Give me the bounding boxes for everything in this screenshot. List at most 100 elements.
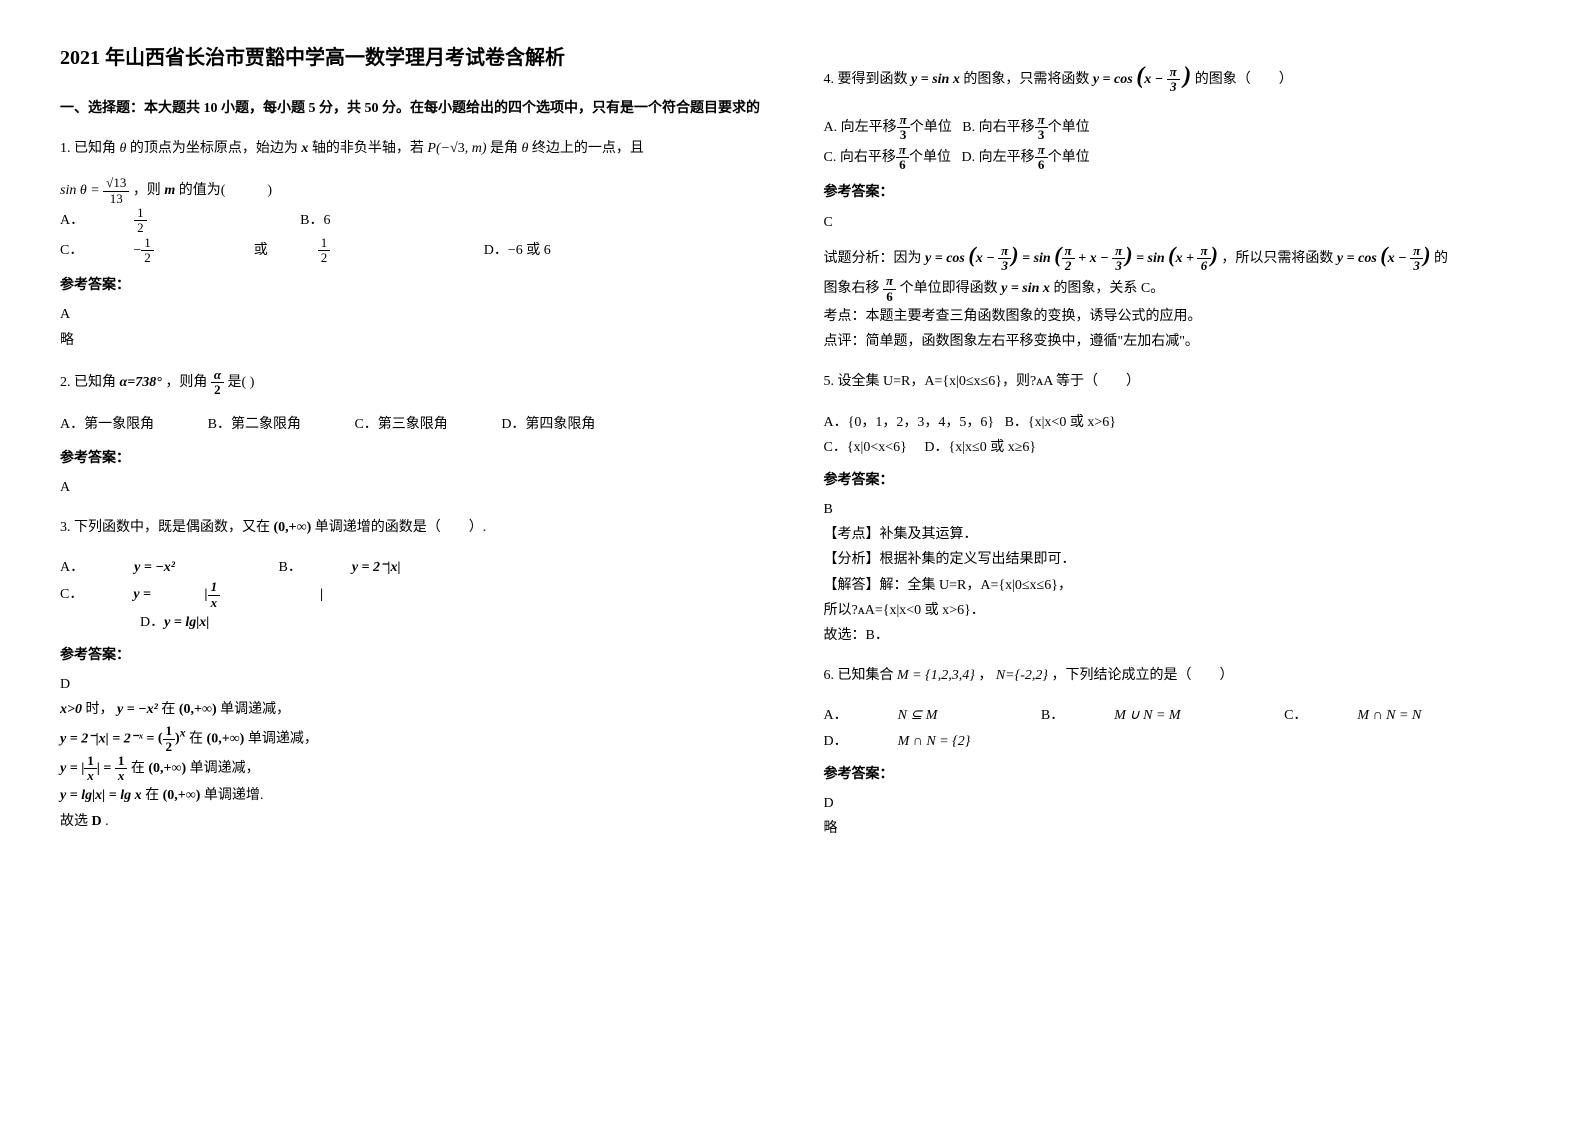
question-2: 2. 已知角 α=738° ，则角 α2 是( ): [60, 368, 764, 398]
q4-stem-a: 4. 要得到函数: [824, 72, 908, 87]
q1-c-d2: 2: [318, 251, 331, 265]
q6-set-n: N={-2,2}: [996, 668, 1048, 683]
q4-explain-2: 图象右移 π6 个单位即得函数 y = sin x 的图象，关系 C。: [824, 274, 1528, 304]
q6-mid: ，: [978, 668, 992, 683]
q4-ex1n: π: [998, 244, 1011, 259]
q4-kaodian: 考点：本题主要考查三角函数图象的变换，诱导公式的应用。: [824, 304, 1528, 329]
q5-jieda-1: 【解答】解：全集 U=R，A={x|0≤x≤6}，: [824, 573, 1528, 598]
q1-opt-d: D．−6 或 6: [484, 238, 551, 263]
q3-e1b: 时，: [85, 702, 113, 717]
q4-ex-ed: 6: [883, 290, 896, 304]
q6-tail: ，下列结论成立的是（ ）: [1051, 668, 1233, 683]
q2-frac-n: α: [211, 368, 224, 383]
q1-stem-a: 1. 已知角: [60, 141, 116, 156]
q3-e3c: (0,+∞): [148, 761, 186, 776]
q3-c-n: 1: [208, 580, 221, 595]
q2-tail: 是( ): [228, 375, 255, 390]
q4-ex-c-eq: y = cos (x − π3): [1337, 251, 1434, 266]
q1-m: m: [164, 183, 175, 198]
q1-stem-b: 的顶点为坐标原点，始边为: [130, 141, 298, 156]
q1-stem-e: 终边上的一点，且: [532, 141, 644, 156]
q6-c-pre: C．: [1284, 703, 1307, 728]
q3-expl-3: y = |1x| = 1x 在 (0,+∞) 单调递减，: [60, 754, 764, 784]
question-6: 6. 已知集合 M = {1,2,3,4} ， N={-2,2} ，下列结论成立…: [824, 663, 1528, 688]
q4-dianping: 点评：简单题，函数图象左右平移变换中，遵循"左加右减"。: [824, 329, 1528, 354]
q1-sin-frac: √13 13: [103, 176, 129, 206]
q4-opt-d: D. 向左平移π6个单位: [961, 150, 1089, 165]
q5-kaodian: 【考点】补集及其运算．: [824, 522, 1528, 547]
q4-options-row1: A. 向左平移π3个单位 B. 向右平移π3个单位: [824, 113, 1528, 143]
q2-opt-d: D．第四象限角: [501, 412, 595, 437]
q2-frac-d: 2: [211, 383, 224, 397]
q6-opt-c: C． M ∩ N = N: [1284, 703, 1471, 728]
q6-d-eq: M ∩ N = {2}: [898, 729, 971, 754]
q4-a-pre: A. 向左平移: [824, 120, 897, 135]
q3-a-eq: y = −x²: [134, 555, 175, 580]
q4-f2-d: 3: [1167, 80, 1180, 94]
q4-ex3inner: x +: [1176, 251, 1194, 266]
q1-answer-label: 参考答案：: [60, 273, 764, 298]
q3-b-pre: B．: [279, 555, 302, 580]
q3-interval: (0,+∞): [274, 520, 312, 535]
q4-ex3n: π: [1197, 244, 1210, 259]
q3-tail: 单调递增的函数是（ ）.: [315, 520, 487, 535]
q4-b-suf: 个单位: [1048, 120, 1090, 135]
q4-ex-d: 的: [1434, 251, 1448, 266]
q4-exeq1: = sin: [1022, 251, 1051, 266]
q4-ex-cn: π: [1410, 244, 1423, 259]
q3-c-eq: y = |1x|: [133, 580, 323, 610]
q3-e1d: 在: [161, 702, 175, 717]
q1-sqrt-n: 13: [113, 175, 126, 190]
q3-e1c: y = −x²: [117, 702, 158, 717]
q1-options: A．12 B．6 C．−12或12 D．−6 或 6: [60, 206, 764, 265]
q4-ex-eq: y = cos (x − π3) = sin (π2 + x − π3) = s…: [925, 251, 1221, 266]
q1-a-pre: A．: [60, 208, 84, 233]
q4-f2-inner: x −: [1144, 72, 1163, 87]
q1-theta-1: θ: [120, 141, 127, 156]
q4-answer: C: [824, 210, 1528, 235]
q3-expl-4: y = lg|x| = lg x 在 (0,+∞) 单调递增.: [60, 783, 764, 808]
q6-set-m: M = {1,2,3,4}: [897, 668, 975, 683]
q4-ex-f: 个单位即得函数: [900, 281, 998, 296]
q3-expl-5: 故选 D .: [60, 809, 764, 834]
q4-a-n: π: [897, 113, 910, 128]
q4-a-suf: 个单位: [910, 120, 952, 135]
q4-ex-e: 图象右移: [824, 281, 880, 296]
q5-opt-b: B．{x|x<0 或 x>6}: [1005, 415, 1116, 430]
q1-tail: ，则: [133, 183, 161, 198]
q1-c-n2: 1: [318, 236, 331, 251]
section-1-title: 一、选择题：本大题共 10 小题，每小题 5 分，共 50 分。在每小题给出的四…: [60, 96, 764, 121]
q1-opt-c: C．−12或12: [60, 236, 430, 266]
q4-ex-c: y = cos: [1337, 251, 1377, 266]
q4-ex2n: π: [1112, 244, 1125, 259]
q6-d-pre: D．: [824, 729, 848, 754]
q6-opt-a: A．N ⊆ M: [824, 703, 988, 728]
q1-point-p: P(−√3, m): [427, 141, 486, 156]
q6-b-pre: B．: [1041, 703, 1064, 728]
q3-expl-2: y = 2⁻|x| = 2⁻ˣ = (12)x 在 (0,+∞) 单调递减，: [60, 723, 764, 754]
q4-f2-n: π: [1167, 65, 1180, 80]
q6-answer: D: [824, 791, 1528, 816]
question-1: 1. 已知角 θ 的顶点为坐标原点，始边为 x 轴的非负半轴，若 P(−√3, …: [60, 136, 764, 161]
q3-c-lhs: y =: [133, 582, 151, 607]
q3-opt-b: B．y = 2⁻|x|: [279, 555, 451, 580]
q1-answer: A: [60, 302, 764, 327]
q1-a-d: 2: [134, 221, 147, 235]
q5-opt-c: C．{x|0<x<6}: [824, 440, 907, 455]
q1-equation: sin θ = √13 13 ，则 m 的值为( ): [60, 176, 764, 206]
q3-e3a: y =: [60, 761, 78, 776]
q4-ex-a: 试题分析：因为: [824, 251, 922, 266]
q3-e1f: 单调递减，: [220, 702, 290, 717]
q5-answer: B: [824, 497, 1528, 522]
q6-c-eq: M ∩ N = N: [1357, 703, 1421, 728]
q5-answer-label: 参考答案：: [824, 468, 1528, 493]
q4-f2: y = cos (x − π3 ): [1093, 72, 1195, 87]
q4-answer-label: 参考答案：: [824, 180, 1528, 205]
q2-options: A．第一象限角 B．第二象限角 C．第三象限角 D．第四象限角: [60, 412, 764, 437]
q6-opt-d: D． M ∩ N = {2}: [824, 729, 1021, 754]
q4-opt-c: C. 向右平移π6个单位: [824, 150, 951, 165]
q4-ex-g: y = sin x: [1001, 281, 1050, 296]
q1-x-axis: x: [301, 141, 308, 156]
q1-stem-c: 轴的非负半轴，若: [312, 141, 424, 156]
q6-explain: 略: [824, 816, 1528, 841]
